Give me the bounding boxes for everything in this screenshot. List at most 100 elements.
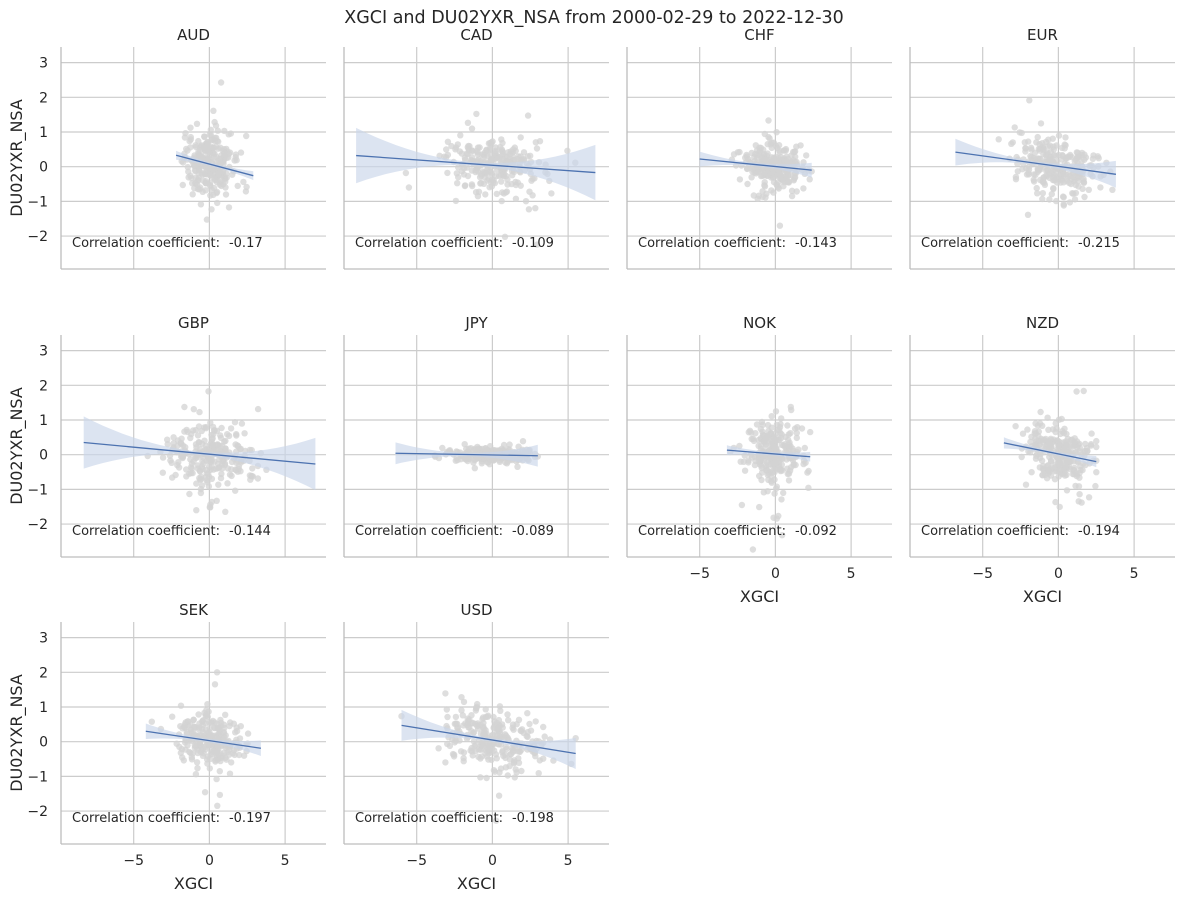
scatter-point (240, 752, 248, 759)
scatter-point (1048, 443, 1055, 450)
scatter-point (215, 464, 222, 472)
scatter-point (207, 131, 215, 139)
panel-sek: SEK Correlation coefficient: -0.197 −2 −1 0 1 2… (7, 601, 326, 893)
scatter-point (233, 431, 240, 438)
regression-line (955, 151, 1117, 175)
scatter-point (790, 462, 797, 469)
scatter-point (468, 712, 475, 719)
scatter-point (518, 767, 525, 775)
scatter-point (1031, 430, 1038, 437)
scatter-point (759, 469, 766, 476)
scatter-point (1022, 148, 1029, 155)
scatter-point (773, 466, 780, 473)
scatter-point (192, 742, 199, 750)
panel-chf: CHF Correlation coefficient: -0.143 (626, 26, 892, 270)
scatter-point (218, 470, 225, 478)
scatter-point (1039, 465, 1047, 473)
scatter-point (184, 742, 191, 749)
scatter-point (442, 759, 449, 766)
scatter-point (215, 481, 222, 488)
scatter-point (1066, 199, 1074, 206)
scatter-point (194, 432, 202, 439)
scatter-point (1037, 408, 1044, 416)
scatter-point (784, 465, 791, 472)
scatter-point (778, 532, 786, 539)
scatter-point (469, 182, 476, 190)
scatter-point (405, 184, 413, 191)
scatter-point (1093, 469, 1100, 476)
scatter-point (1024, 426, 1031, 433)
x-tick-label: −5 (123, 853, 144, 869)
scatter-point (1093, 437, 1100, 445)
scatter-point (474, 193, 482, 200)
scatter-point (779, 467, 786, 474)
scatter-point (491, 768, 499, 775)
scatter-point (192, 426, 199, 434)
scatter-point (1051, 151, 1058, 159)
scatter-point (1097, 184, 1104, 191)
scatter-point (228, 759, 235, 766)
scatter-point (801, 444, 808, 452)
scatter-point (504, 711, 511, 718)
scatter-point (190, 406, 197, 413)
scatter-point (995, 136, 1002, 143)
scatter-point (444, 169, 451, 177)
scatter-point (774, 144, 781, 152)
scatter-point (208, 186, 216, 194)
scatter-point (473, 705, 480, 712)
scatter-point (198, 482, 206, 489)
scatter-point (1028, 469, 1035, 476)
regression-line (395, 452, 538, 457)
scatter-point (188, 465, 196, 472)
scatter-point (1031, 149, 1039, 156)
scatter-point (755, 436, 762, 444)
scatter-point (807, 428, 814, 436)
scatter-point (193, 759, 201, 766)
scatter-point (487, 740, 494, 748)
scatter-point (211, 137, 219, 145)
scatter-point (1045, 426, 1052, 433)
scatter-point (785, 172, 792, 180)
scatter-point (508, 744, 515, 752)
scatter-point (748, 429, 755, 436)
scatter-point (226, 149, 234, 156)
correlation-label: Correlation coefficient: (72, 811, 220, 826)
scatter-point (188, 727, 195, 734)
scatter-point (504, 176, 511, 183)
scatter-point (223, 756, 230, 763)
correlation-annotation: Correlation coefficient: -0.143 (638, 236, 837, 251)
scatter-point (192, 142, 199, 149)
scatter-point (435, 745, 442, 752)
scatter-point (214, 199, 221, 207)
scatter-point (1019, 430, 1027, 437)
scatter-point (517, 727, 524, 734)
scatter-point (196, 408, 203, 416)
scatter-point (234, 182, 241, 190)
y-tick-label: 2 (39, 665, 48, 681)
scatter-point (1045, 438, 1053, 445)
scatter-point (1022, 481, 1030, 488)
scatter-point (478, 179, 485, 187)
scatter-point (1008, 140, 1015, 147)
scatter-point (177, 702, 185, 709)
scatter-point (208, 206, 215, 213)
regression-line (726, 449, 811, 458)
scatter-point (487, 151, 494, 158)
scatter-point (1066, 173, 1074, 180)
scatter-point (179, 159, 187, 166)
x-tick-label: 5 (1130, 566, 1139, 582)
scatter-point (209, 442, 216, 449)
scatter-point (184, 718, 191, 725)
scatter-point (524, 728, 531, 736)
scatter-point (493, 817, 500, 824)
y-axis-title: DU02YXR_NSA (7, 99, 27, 217)
scatter-point (213, 497, 220, 504)
scatter-point (177, 440, 185, 448)
scatter-point (206, 463, 213, 470)
scatter-point (503, 188, 511, 195)
scatter-point (488, 139, 495, 146)
scatter-point (1042, 138, 1050, 145)
scatter-point (188, 174, 195, 182)
scatter-point (223, 154, 230, 161)
y-tick-label: −2 (27, 229, 48, 245)
